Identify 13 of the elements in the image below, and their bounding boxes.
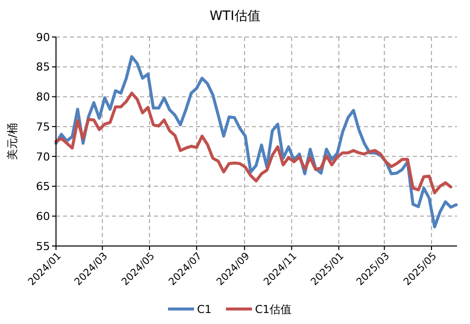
y-tick-label: 80 (36, 90, 50, 104)
y-axis-title: 美元/桶 (6, 123, 19, 160)
chart-title: WTI估值 (210, 9, 260, 24)
y-tick-label: 90 (36, 30, 50, 44)
y-tick-label: 70 (36, 150, 50, 164)
legend-label: C1估值 (255, 303, 292, 316)
legend-label: C1 (197, 303, 212, 316)
line-series (54, 92, 452, 194)
y-tick-label: 55 (36, 240, 50, 253)
y-tick-label: 65 (36, 180, 50, 194)
y-tick-label: 75 (36, 120, 50, 134)
y-tick-label: 60 (36, 210, 50, 223)
y-tick-label: 85 (36, 60, 50, 74)
